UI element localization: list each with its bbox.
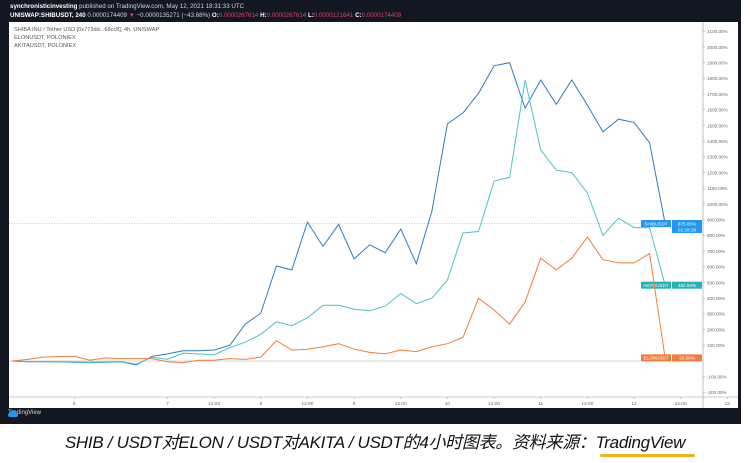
symbol-info: UNISWAP:SHIBUSDT, 240 0.0000174409 ▼ −0.… — [10, 12, 401, 19]
x-tick-label: 12:00 — [488, 401, 500, 407]
chart-svg[interactable]: 2100.00% 2000.00% 1900.00% 1800.00% 1700.00%… — [9, 22, 738, 408]
x-tick-label: 9 — [353, 401, 356, 407]
publish-info: synchronisticinvesting published on Trad… — [10, 3, 244, 10]
last-value-label-elonusdt: 20.00% — [679, 356, 695, 361]
x-tick-label: 8 — [259, 401, 262, 407]
brand-name: TradingView — [8, 410, 42, 416]
last-value-tag-akitausdt — [672, 281, 702, 289]
down-arrow-icon: ▼ — [128, 12, 135, 19]
legend-shib: SHIBA INU / Tether USD [0x773dd...68cc8]… — [14, 27, 160, 33]
y-tick-label: 1500.00% — [707, 123, 728, 128]
y-tick-label: -100.00% — [707, 375, 727, 380]
y-tick-label: 1700.00% — [707, 92, 728, 97]
chart-frame: synchronisticinvesting published on Trad… — [0, 0, 741, 424]
series-tag-shibusdt — [641, 220, 671, 228]
change: −0.0000135271 (−43.68%) — [136, 12, 211, 19]
y-tick-label: 1600.00% — [707, 108, 728, 113]
y-tick-label: 1100.00% — [707, 186, 727, 191]
y-tick-label: 600.00% — [707, 265, 725, 270]
chart-area[interactable]: 2100.00% 2000.00% 1900.00% 1800.00% 1700.00%… — [9, 22, 738, 408]
published-text: published on TradingView.com, May 12, 20… — [79, 3, 245, 10]
series-tag-text-elonusdt: ELONUSDT — [643, 356, 668, 361]
high-label: H: — [260, 12, 267, 19]
open-value: 0.0000267614 — [218, 12, 259, 19]
x-tick-label: 6 — [73, 401, 76, 407]
series-tag-text-shibusdt: SHIBUSDT — [644, 221, 667, 226]
last-value-tag-shibusdt — [672, 220, 702, 234]
caption-source: TradingView — [595, 433, 686, 452]
y-tick-label: 400.00% — [707, 296, 725, 301]
x-tick-label: 12:00 — [208, 401, 220, 407]
y-tick-label: 500.00% — [707, 280, 725, 285]
y-tick-label: 300.00% — [707, 312, 725, 317]
symbol: UNISWAP:SHIBUSDT, 240 — [10, 12, 86, 19]
y-tick-label: 1800.00% — [707, 76, 728, 81]
series-tag-akitausdt — [641, 281, 671, 289]
last-value-tag-elonusdt — [672, 354, 702, 362]
cloud-logo-icon — [8, 410, 18, 417]
legend-elon: ELONUSDT, POLONIEX — [14, 35, 76, 41]
series-tag-text-akitausdt: AKITAUSDT — [643, 283, 669, 288]
tradingview-brand[interactable]: TradingView — [8, 410, 42, 417]
high-value: 0.0000267614 — [266, 12, 307, 19]
y-tick-label: 2100.00% — [707, 29, 728, 34]
last-price: 0.0000174409 — [87, 12, 127, 19]
x-tick-label: 12:00 — [581, 401, 593, 407]
series-line-elonusdt — [11, 236, 666, 364]
bar-countdown-shibusdt: 01:28:29 — [678, 227, 696, 232]
y-tick-label: 100.00% — [707, 343, 725, 348]
y-tick-label: 200.00% — [707, 327, 725, 332]
last-value-label-shibusdt: 875.65% — [678, 221, 696, 226]
x-tick-label: 12:00 — [675, 401, 687, 407]
series-tag-elonusdt — [641, 354, 671, 362]
y-tick-label: 1200.00% — [707, 170, 728, 175]
y-tick-label: 2000.00% — [707, 45, 728, 50]
y-tick-label: 800.00% — [707, 233, 725, 238]
caption-text: SHIB / USDT对ELON / USDT对AKITA / USDT的4小时… — [64, 433, 596, 452]
source-underline — [600, 454, 695, 457]
x-tick-label: 7 — [166, 401, 169, 407]
close-value: 0.0000174409 — [361, 12, 402, 19]
low-label: L: — [307, 12, 314, 19]
y-tick-label: 1900.00% — [707, 61, 728, 66]
y-tick-label: 700.00% — [707, 249, 725, 254]
caption: SHIB / USDT对ELON / USDT对AKITA / USDT的4小时… — [0, 428, 750, 453]
legend-akita: AKITAUSDT, POLONIEX — [14, 43, 77, 49]
y-tick-label: 1400.00% — [707, 139, 728, 144]
y-tick-label: -200.00% — [707, 390, 727, 395]
x-tick-label: 12:00 — [395, 401, 407, 407]
low-value: 0.0000121641 — [313, 12, 354, 19]
series-line-shibusdt — [11, 62, 666, 366]
series-line-akitausdt — [11, 79, 666, 365]
x-tick-label: 11 — [538, 401, 543, 407]
y-tick-label: 900.00% — [707, 218, 725, 223]
x-tick-label: 13 — [725, 401, 731, 407]
open-label: O: — [211, 12, 219, 19]
x-tick-label: 12:00 — [301, 401, 313, 407]
y-tick-label: 1300.00% — [707, 155, 728, 160]
x-tick-label: 12 — [631, 401, 637, 407]
last-value-label-akitausdt: 482.94% — [678, 283, 696, 288]
author-link[interactable]: synchronisticinvesting — [10, 3, 78, 10]
x-tick-label: 10 — [445, 401, 451, 407]
close-label: C: — [355, 12, 362, 19]
y-tick-label: 1000.00% — [707, 202, 728, 207]
